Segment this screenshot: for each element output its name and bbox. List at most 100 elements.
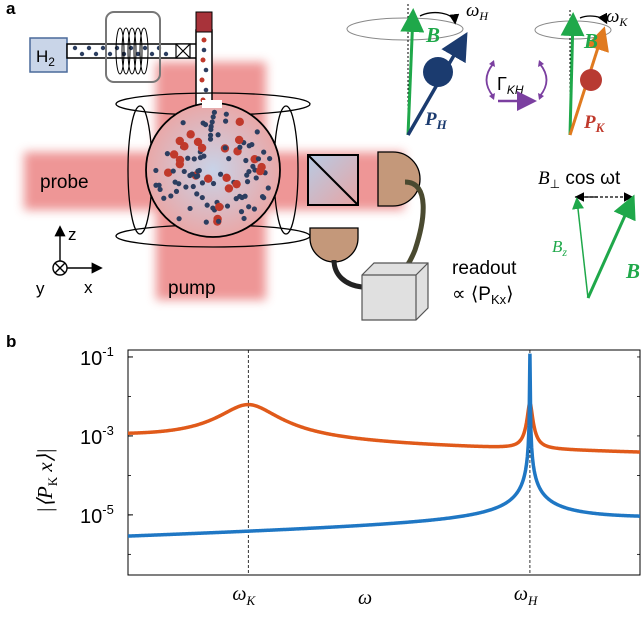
potassium-atom-dot [197,143,207,153]
y-axis-label-text: |⟨PK x⟩| [33,448,60,513]
hydrogen-atom-dot [204,202,210,208]
precession-k: ωK B PK [534,6,628,136]
cell-neck [202,100,222,108]
p-label-h: PH [424,109,448,132]
b-vector-h [400,8,425,136]
hydrogen-atom-dot [183,184,189,190]
hydrogen-atom-dot [215,132,221,138]
potassium-atom-dot [169,150,179,159]
hydrogen-atom-dot [251,206,258,212]
y-tick-label: 10-1 [80,344,114,370]
hydrogen-atom-dot [180,120,186,126]
readout-label: readout [452,258,517,279]
potassium-atom-dot [193,137,203,147]
hydrogen-atom-dot [243,157,249,164]
dissociator-frame [105,11,161,83]
bperp-label: B⊥ cos ωt [538,168,621,191]
potassium-atom-dot [224,184,234,193]
hydrogen-atom-dot [195,173,201,179]
bz-label: Bz [552,237,567,259]
axis-y-label: y [36,279,45,298]
panel-b: b 10-1 10-3 10-5 ωK ωH ω |⟨PK x⟩| [6,332,641,609]
series-lines [127,353,641,538]
hydrogen-atom-dot [253,175,259,181]
hydrogen-atom-dot [194,191,200,197]
h2-source-box [29,37,68,73]
readout-proportional: ∝ ⟨PKx⟩ [452,284,514,307]
potassium-atom-dot [175,159,185,169]
hydrogen-atom-dot [224,203,231,209]
b-label-vec: B [625,259,640,283]
b-vector-total [586,194,636,299]
potassium-atom-dot [232,179,241,189]
potassium-atom-dot [222,173,231,183]
y-tick-label: 10-3 [80,423,114,449]
x-tick-label: ωK [232,583,256,608]
hydrogen-atom-dot [210,114,216,120]
hydrogen-atom-dot [181,168,187,175]
hydrogen-atom-dot [153,182,159,188]
potassium-atom [580,69,602,91]
x-tick-label: ωH [514,583,538,608]
detector-bottom [309,227,359,263]
hydrogen-atom-dot [208,123,214,130]
hydrogen-atom-dot [217,171,224,177]
hydrogen-atom-dot [170,168,176,174]
hydrogen-atom-dot [187,205,193,212]
hydrogen-atom-dot [190,183,196,190]
hydrogen-atom-dot [199,180,206,186]
panel-a: a H2 [6,0,640,321]
tube-cap [195,11,213,33]
hydrogen-atom-dot [261,195,267,201]
plot-frame [127,349,641,576]
potassium-atom-dot [175,136,184,146]
cell-atoms [153,109,273,226]
hydrogen-atom-dot [244,179,251,185]
hydrogen-atom-dot [237,144,243,150]
hydrogen-atom-dot [195,168,201,174]
hydrogen-atom-dot [153,167,159,174]
hydrogen-atom-dot [223,118,229,124]
hydrogen-atom-dot [157,186,163,193]
y-axis-ticks: 10-1 10-3 10-5 [80,344,640,555]
hydrogen-atom-dot [223,111,229,117]
h2-label: H2 [36,47,55,69]
hydrogen-atom-dot [209,119,215,125]
hydrogen-atom-dot [203,219,209,225]
hydrogen-atom-dot [241,215,247,222]
x-axis-ticks: ωK ωH [232,350,538,608]
gamma-transfer: ΓKH [485,60,548,111]
axis-triad: z x y [36,225,103,298]
hydrogen-atom-dot [222,145,228,151]
hydrogen-atom-dot [161,195,167,201]
hydrogen-atom-dot [233,196,239,202]
hydrogen-atom-dot [246,168,252,175]
hydrogen-atom-dot [210,180,217,187]
pipe-dots [72,45,169,57]
hydrogen-atom-dot [261,149,267,155]
hydrogen-atom-dot [265,185,271,191]
b-label-h: B [425,23,440,47]
hydrogen-atom-dot [238,209,245,215]
potassium-atom-dot [203,174,213,183]
y-tick-label: 10-5 [80,502,114,528]
p-label-k: PK [583,112,606,135]
hydrogen-atom-dot [267,155,273,162]
hydrogen-atom-dot [197,155,204,161]
hydrogen-atom-dot [164,151,170,157]
dissociator-coil [115,27,149,75]
bz-vector [572,197,589,299]
panel-b-label: b [6,332,16,351]
series-orange [127,397,641,454]
hydrogen-atom-dot [202,121,209,128]
gamma-label: ΓKH [497,74,524,97]
omega-h-label: ωH [466,0,489,23]
b-label-k: B [583,29,598,53]
pump-label: pump [168,278,216,299]
hydrogen-atom-dot [185,155,191,161]
hydrogen-atom-dot [207,132,214,138]
probe-label: probe [40,172,89,193]
hydrogen-atom-dot [191,156,197,162]
valve-icon [175,43,191,59]
hydrogen-atom-dot [211,109,218,115]
